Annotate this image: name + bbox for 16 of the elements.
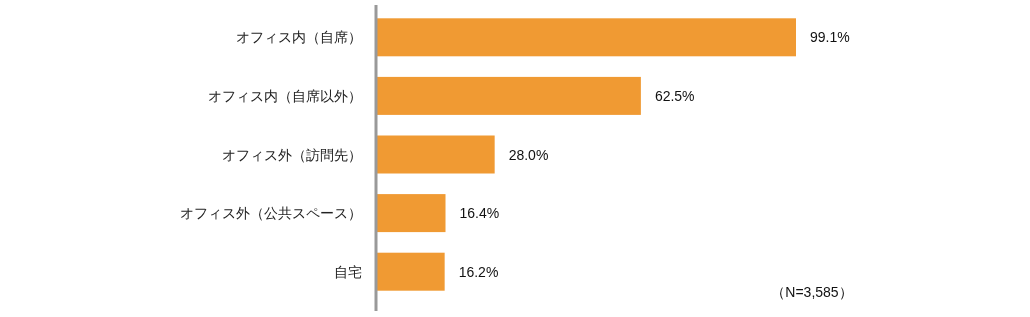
bar (376, 194, 446, 233)
y-tick-label: オフィス外（訪問先） (222, 146, 362, 163)
data-label: 28.0% (508, 146, 549, 163)
y-tick-label: オフィス内（自席） (236, 29, 362, 46)
data-label: 99.1% (810, 29, 850, 46)
y-tick-label: オフィス外（公共スペース） (180, 205, 362, 222)
bar (376, 76, 641, 115)
data-label: 62.5% (654, 87, 695, 104)
data-label: 16.4% (459, 205, 500, 222)
data-label: 16.2% (458, 263, 499, 280)
bar (376, 135, 495, 174)
y-tick-label: オフィス内（自席以外） (208, 87, 362, 104)
y-tick-label: 自宅 (334, 263, 362, 280)
bar (376, 252, 445, 291)
bar (376, 18, 796, 57)
annotation: （N=3,585） (771, 284, 853, 300)
